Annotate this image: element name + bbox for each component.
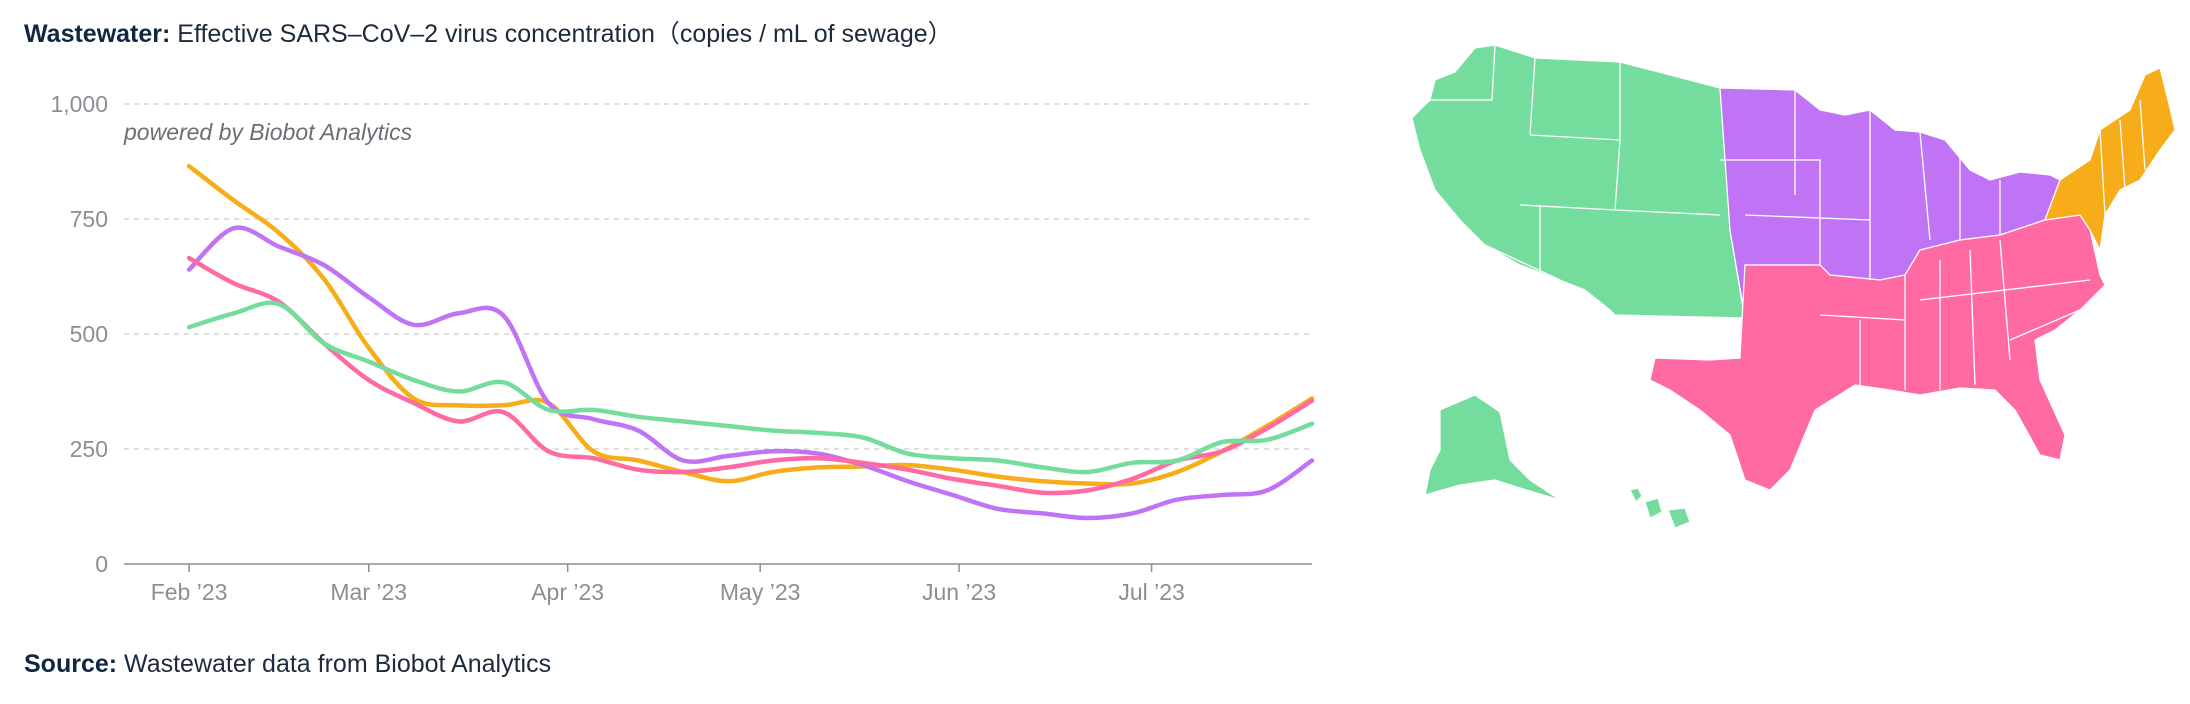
series-line-0 [186, 163, 1315, 487]
map-region-west [1411, 44, 1746, 321]
source-label: Source: [24, 650, 118, 678]
x-tick-label: Feb ’23 [151, 579, 228, 605]
y-tick-label: 0 [95, 551, 108, 577]
series-line-2 [186, 255, 1315, 496]
x-axis-ticks: Feb ’23 Mar ’23 Apr ’23 May ’23 Jun ’23 Jul ’… [151, 564, 1185, 605]
map-region-west-alaska [1424, 394, 1561, 501]
series-line-3 [186, 300, 1315, 475]
y-tick-label: 500 [70, 321, 108, 347]
x-tick-label: Jun ’23 [922, 579, 996, 605]
chart-title-text: Effective SARS–CoV–2 virus concentration… [170, 20, 953, 48]
us-region-map [1411, 44, 2176, 529]
source-note: Source: Wastewater data from Biobot Anal… [24, 650, 551, 679]
grid-lines [124, 103, 1312, 565]
chart-title-bold: Wastewater: [24, 20, 171, 48]
map-region-northeast [2044, 67, 2176, 252]
map-state-borders [1430, 44, 2146, 390]
x-tick-label: May ’23 [720, 579, 801, 605]
y-tick-label: 250 [70, 436, 108, 462]
map-region-west-hawaii [1629, 487, 1691, 529]
y-tick-label: 750 [70, 206, 108, 232]
x-tick-label: Apr ’23 [531, 579, 604, 605]
map-region-south [1649, 214, 2106, 491]
series-lines [186, 163, 1315, 521]
chart-title: Wastewater: Effective SARS–CoV–2 virus c… [24, 14, 953, 50]
y-tick-label: 1,000 [50, 91, 108, 117]
x-tick-label: Mar ’23 [330, 579, 407, 605]
x-tick-label: Jul ’23 [1118, 579, 1184, 605]
line-chart: 0 250 500 750 1,000 Feb ’23 Mar ’23 Apr ’23 May… [50, 91, 1315, 605]
series-line-1 [186, 225, 1315, 521]
source-text: Wastewater data from Biobot Analytics [117, 650, 552, 678]
chart-watermark: powered by Biobot Analytics [123, 119, 413, 145]
y-axis-ticks: 0 250 500 750 1,000 [50, 91, 108, 577]
